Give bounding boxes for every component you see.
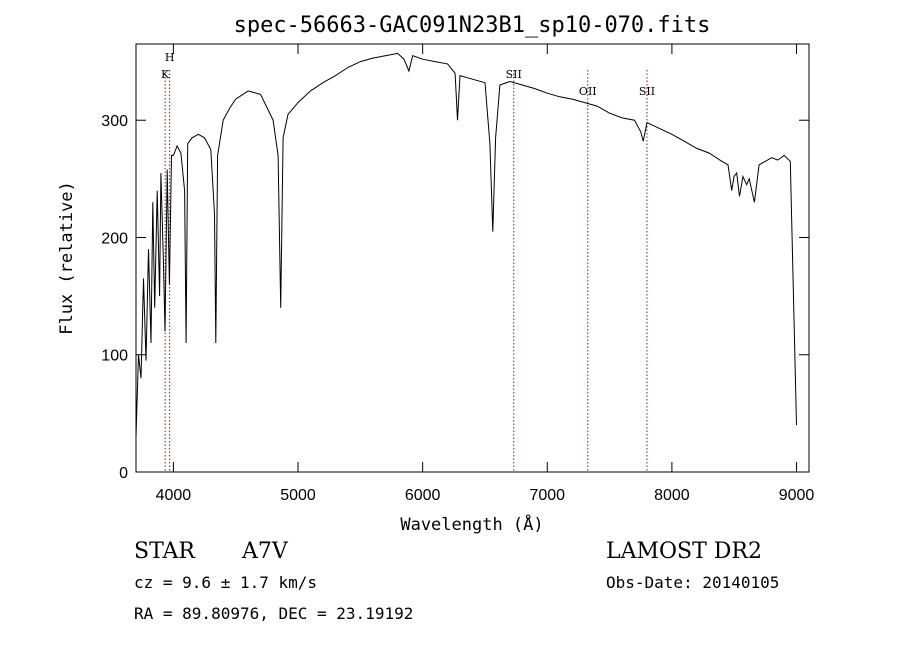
object-subclass: A7V bbox=[241, 539, 289, 564]
y-tick-label: 100 bbox=[101, 348, 128, 365]
x-tick-label: 4000 bbox=[156, 487, 192, 504]
line-marker-label: K bbox=[161, 68, 170, 81]
chart-title: spec-56663-GAC091N23B1_sp10-070.fits bbox=[234, 13, 711, 38]
redshift-cz: cz = 9.6 ± 1.7 km/s bbox=[134, 573, 317, 592]
x-tick-label: 9000 bbox=[779, 487, 815, 504]
x-tick-label: 5000 bbox=[280, 487, 316, 504]
y-tick-label: 300 bbox=[101, 113, 128, 130]
spectrum-line bbox=[135, 52, 797, 437]
x-tick-label: 6000 bbox=[405, 487, 441, 504]
coordinates: RA = 89.80976, DEC = 23.19192 bbox=[134, 604, 413, 623]
survey-name: LAMOST DR2 bbox=[606, 539, 762, 564]
x-axis-label: Wavelength (Å) bbox=[400, 513, 543, 535]
line-marker-label: SII bbox=[506, 68, 522, 81]
line-marker-label: SII bbox=[639, 85, 655, 98]
y-axis-ticks: 0 100 200 300 bbox=[101, 113, 809, 482]
y-axis-label: Flux (relative) bbox=[57, 181, 77, 335]
object-class: STAR bbox=[134, 539, 196, 564]
observation-date: Obs-Date: 20140105 bbox=[606, 573, 779, 592]
y-tick-label: 200 bbox=[101, 230, 128, 247]
plot-frame bbox=[135, 43, 810, 473]
y-tick-label: 0 bbox=[119, 465, 128, 482]
line-markers: HK SII OII SII bbox=[161, 51, 655, 472]
line-marker-label: H bbox=[165, 51, 175, 64]
x-tick-label: 7000 bbox=[529, 487, 565, 504]
line-marker-label: OII bbox=[579, 85, 597, 98]
x-axis-ticks: 4000 5000 6000 7000 8000 9000 bbox=[156, 44, 815, 504]
x-tick-label: 8000 bbox=[654, 487, 690, 504]
